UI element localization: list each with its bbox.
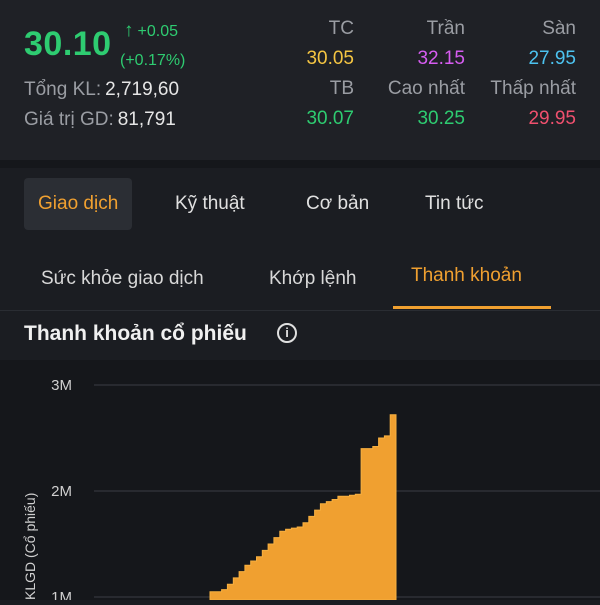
header-divider	[0, 160, 600, 168]
sub-tabs: Sức khỏe giao dịch Khớp lệnh Thanh khoản	[0, 250, 600, 310]
tran-label: Trần	[426, 18, 465, 39]
tb-value: 30.07	[306, 108, 354, 129]
current-price: 30.10	[24, 25, 112, 63]
cao-nhat-value: 30.25	[417, 108, 465, 129]
total-volume-label: Tổng KL:	[24, 79, 102, 100]
tc-label: TC	[328, 18, 354, 39]
tb-label: TB	[329, 78, 354, 99]
tab-giao-dich[interactable]: Giao dịch	[24, 178, 133, 230]
active-tab-indicator	[393, 306, 551, 309]
volume-area-series	[209, 414, 397, 601]
y-tick-label: 2M	[51, 483, 72, 500]
info-icon[interactable]: i	[277, 323, 297, 343]
tab-co-ban[interactable]: Cơ bản	[306, 193, 370, 214]
trade-value: Giá trị GD: 81,791	[24, 109, 176, 131]
price-change-percent: (+0.17%)	[120, 52, 186, 69]
total-volume: Tổng KL: 2,719,60	[24, 79, 179, 101]
y-tick-label: 3M	[51, 377, 72, 394]
trade-value-label: Giá trị GD:	[24, 109, 114, 130]
quote-header: 30.10 ↑ +0.05 (+0.17%) Tổng KL: 2,719,60 G…	[0, 0, 600, 160]
main-tabs: Giao dịch Kỹ thuật Cơ bản Tin tức	[0, 168, 600, 242]
tab-khop-lenh[interactable]: Khớp lệnh	[269, 268, 357, 289]
san-value: 27.95	[528, 48, 576, 69]
y-tick-label: 1M	[51, 589, 72, 600]
thap-nhat-value: 29.95	[528, 108, 576, 129]
liquidity-chart: 3M 2M 1M KLGD (Cổ phiếu)	[0, 360, 600, 605]
tran-value: 32.15	[417, 48, 465, 69]
tc-value: 30.05	[306, 48, 354, 69]
san-label: Sàn	[542, 18, 576, 39]
section-divider	[0, 310, 600, 311]
tab-ky-thuat[interactable]: Kỹ thuật	[175, 193, 245, 214]
liquidity-chart-svg: 3M 2M 1M KLGD (Cổ phiếu)	[22, 377, 600, 605]
trade-value-value: 81,791	[117, 109, 176, 130]
section-title: Thanh khoản cổ phiếu	[24, 322, 247, 345]
price-change-value: +0.05	[137, 23, 178, 40]
tab-thanh-khoan[interactable]: Thanh khoản	[411, 265, 522, 286]
cao-nhat-label: Cao nhất	[387, 78, 465, 99]
thap-nhat-label: Thấp nhất	[490, 78, 576, 99]
tab-suc-khoe-giao-dich[interactable]: Sức khỏe giao dịch	[41, 268, 204, 289]
price-change: ↑ +0.05	[124, 20, 178, 42]
total-volume-value: 2,719,60	[105, 79, 180, 100]
arrow-up-icon: ↑	[124, 20, 134, 41]
y-axis-label: KLGD (Cổ phiếu)	[22, 493, 38, 600]
tab-tin-tuc[interactable]: Tin tức	[425, 193, 484, 214]
